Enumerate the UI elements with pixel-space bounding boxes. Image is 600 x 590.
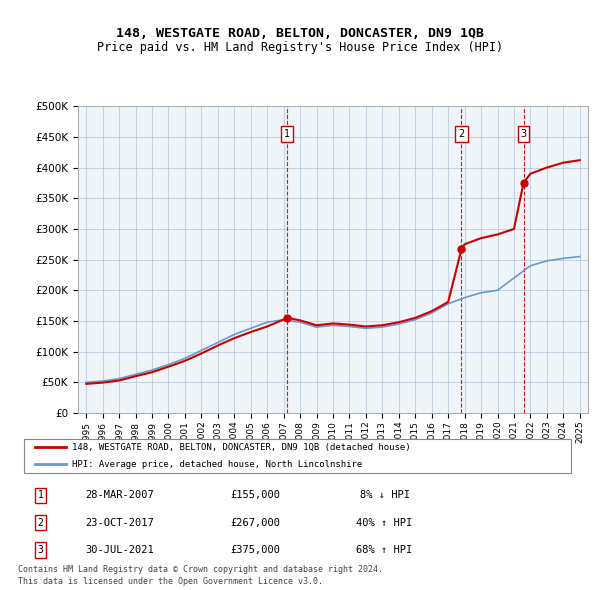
Text: 3: 3: [38, 545, 43, 555]
Text: 3: 3: [520, 129, 527, 139]
Text: Price paid vs. HM Land Registry's House Price Index (HPI): Price paid vs. HM Land Registry's House …: [97, 41, 503, 54]
Text: £267,000: £267,000: [230, 517, 280, 527]
Text: Contains HM Land Registry data © Crown copyright and database right 2024.: Contains HM Land Registry data © Crown c…: [18, 565, 383, 574]
FancyBboxPatch shape: [23, 438, 571, 473]
Text: 2: 2: [38, 517, 43, 527]
Text: HPI: Average price, detached house, North Lincolnshire: HPI: Average price, detached house, Nort…: [71, 460, 362, 468]
Text: 23-OCT-2017: 23-OCT-2017: [85, 517, 154, 527]
Text: £155,000: £155,000: [230, 490, 280, 500]
Text: 148, WESTGATE ROAD, BELTON, DONCASTER, DN9 1QB (detached house): 148, WESTGATE ROAD, BELTON, DONCASTER, D…: [71, 443, 410, 452]
Text: 28-MAR-2007: 28-MAR-2007: [85, 490, 154, 500]
Text: 148, WESTGATE ROAD, BELTON, DONCASTER, DN9 1QB: 148, WESTGATE ROAD, BELTON, DONCASTER, D…: [116, 27, 484, 40]
Text: £375,000: £375,000: [230, 545, 280, 555]
Text: 1: 1: [38, 490, 43, 500]
Text: 1: 1: [284, 129, 290, 139]
Text: 30-JUL-2021: 30-JUL-2021: [85, 545, 154, 555]
Text: 40% ↑ HPI: 40% ↑ HPI: [356, 517, 413, 527]
Text: 2: 2: [458, 129, 464, 139]
Text: 8% ↓ HPI: 8% ↓ HPI: [359, 490, 410, 500]
Text: 68% ↑ HPI: 68% ↑ HPI: [356, 545, 413, 555]
Text: This data is licensed under the Open Government Licence v3.0.: This data is licensed under the Open Gov…: [18, 577, 323, 586]
